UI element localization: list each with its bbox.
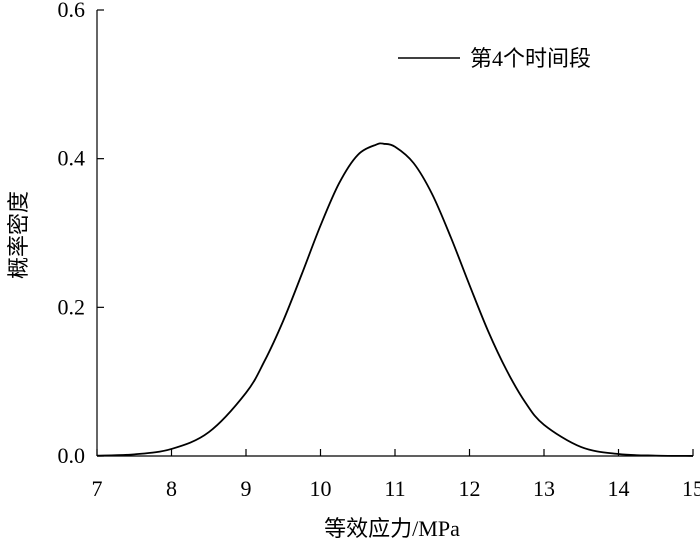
x-tick-label: 8 <box>166 476 177 501</box>
x-axis-title: 等效应力/MPa <box>324 516 460 541</box>
x-tick-label: 9 <box>241 476 252 501</box>
y-tick-label: 0.0 <box>58 443 86 468</box>
series-line <box>97 143 693 456</box>
y-tick-label: 0.4 <box>58 146 86 171</box>
axes-layer <box>97 10 693 456</box>
x-tick-label: 11 <box>384 476 405 501</box>
y-tick-label: 0.6 <box>58 0 86 22</box>
x-tick-label: 12 <box>459 476 481 501</box>
x-tick-label: 15 <box>682 476 700 501</box>
series-layer <box>97 143 693 456</box>
y-tick-label: 0.2 <box>58 294 86 319</box>
legend-label: 第4个时间段 <box>470 46 591 71</box>
x-tick-label: 13 <box>533 476 555 501</box>
x-tick-label: 14 <box>608 476 630 501</box>
x-tick-label: 7 <box>92 476 103 501</box>
y-axis-title: 概率密度 <box>6 191 31 279</box>
legend: 第4个时间段 <box>398 46 591 71</box>
x-tick-label: 10 <box>310 476 332 501</box>
ticks-layer: 7 8 9 10 11 12 13 14 15 0.0 0.2 0.4 0.6 <box>58 0 700 501</box>
